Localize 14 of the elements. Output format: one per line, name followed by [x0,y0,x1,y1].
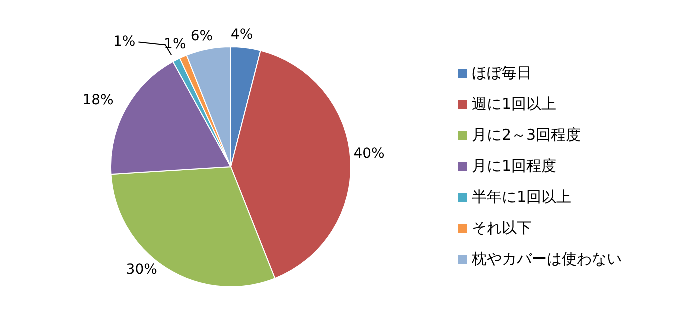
legend-label: 枕やカバーは使わない [472,250,622,269]
legend-label: 月に2～3回程度 [472,126,582,145]
data-label: 40% [354,146,385,162]
data-label: 1% [164,36,186,53]
legend-label: ほぼ毎日 [472,64,532,83]
legend-label: 月に1回程度 [472,157,557,176]
legend-label: 週に1回以上 [472,95,557,114]
data-label: 30% [126,262,158,278]
legend-label: 半年に1回以上 [472,188,572,207]
data-label: 1% [114,34,136,50]
data-label: 4% [230,27,254,44]
data-label: 6% [190,28,214,44]
data-label: 18% [82,92,114,108]
legend-label: それ以下 [472,219,532,238]
